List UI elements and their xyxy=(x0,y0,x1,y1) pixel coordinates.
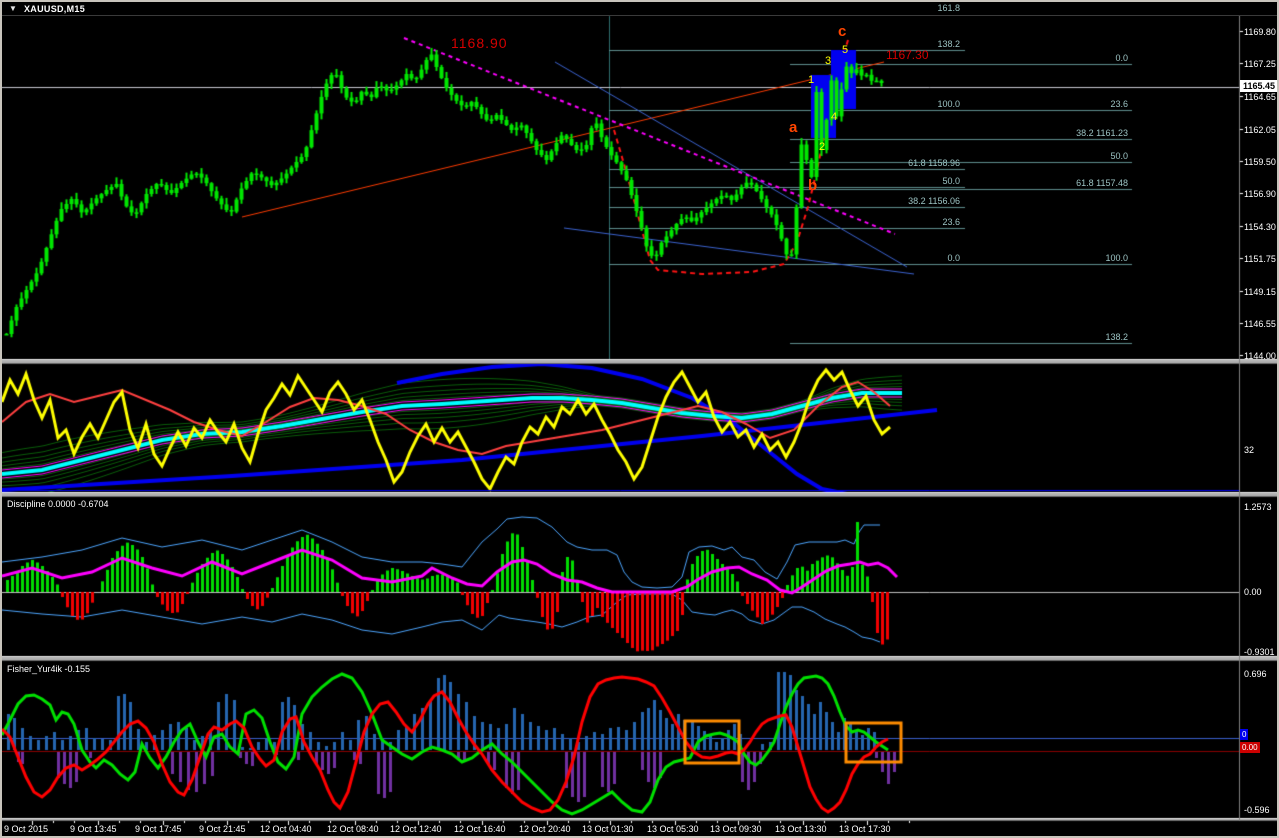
collapse-triangle-icon[interactable]: ▼ xyxy=(9,4,17,13)
chart-title: XAUUSD,M15 xyxy=(24,4,86,14)
title-bar[interactable]: ▼ XAUUSD,M15 xyxy=(2,2,1277,16)
